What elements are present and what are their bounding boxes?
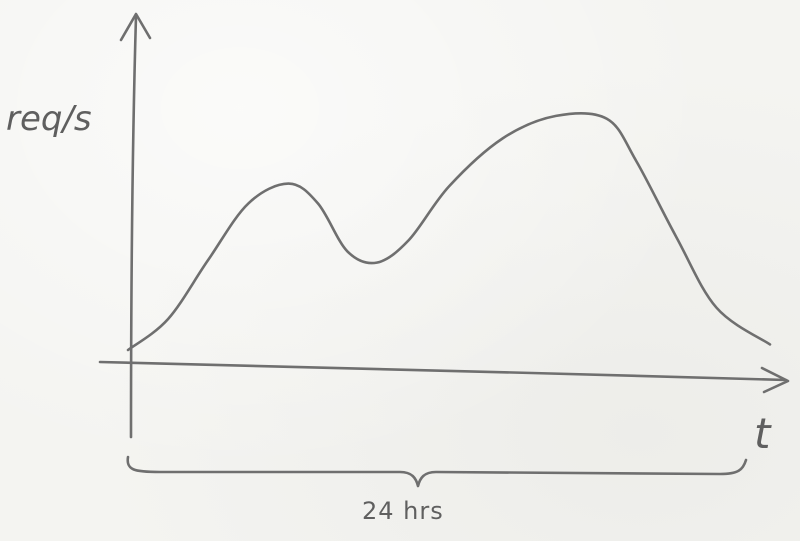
x-axis-label: t	[754, 409, 772, 458]
y-axis-label: req/s	[6, 99, 92, 139]
duration-label: 24 hrs	[362, 497, 444, 525]
x-axis	[98, 360, 788, 382]
x-axis-arrowhead	[760, 366, 790, 394]
duration-brace	[126, 455, 748, 488]
y-axis-arrowhead	[119, 12, 152, 42]
y-axis	[129, 14, 138, 439]
series-line	[126, 112, 772, 352]
